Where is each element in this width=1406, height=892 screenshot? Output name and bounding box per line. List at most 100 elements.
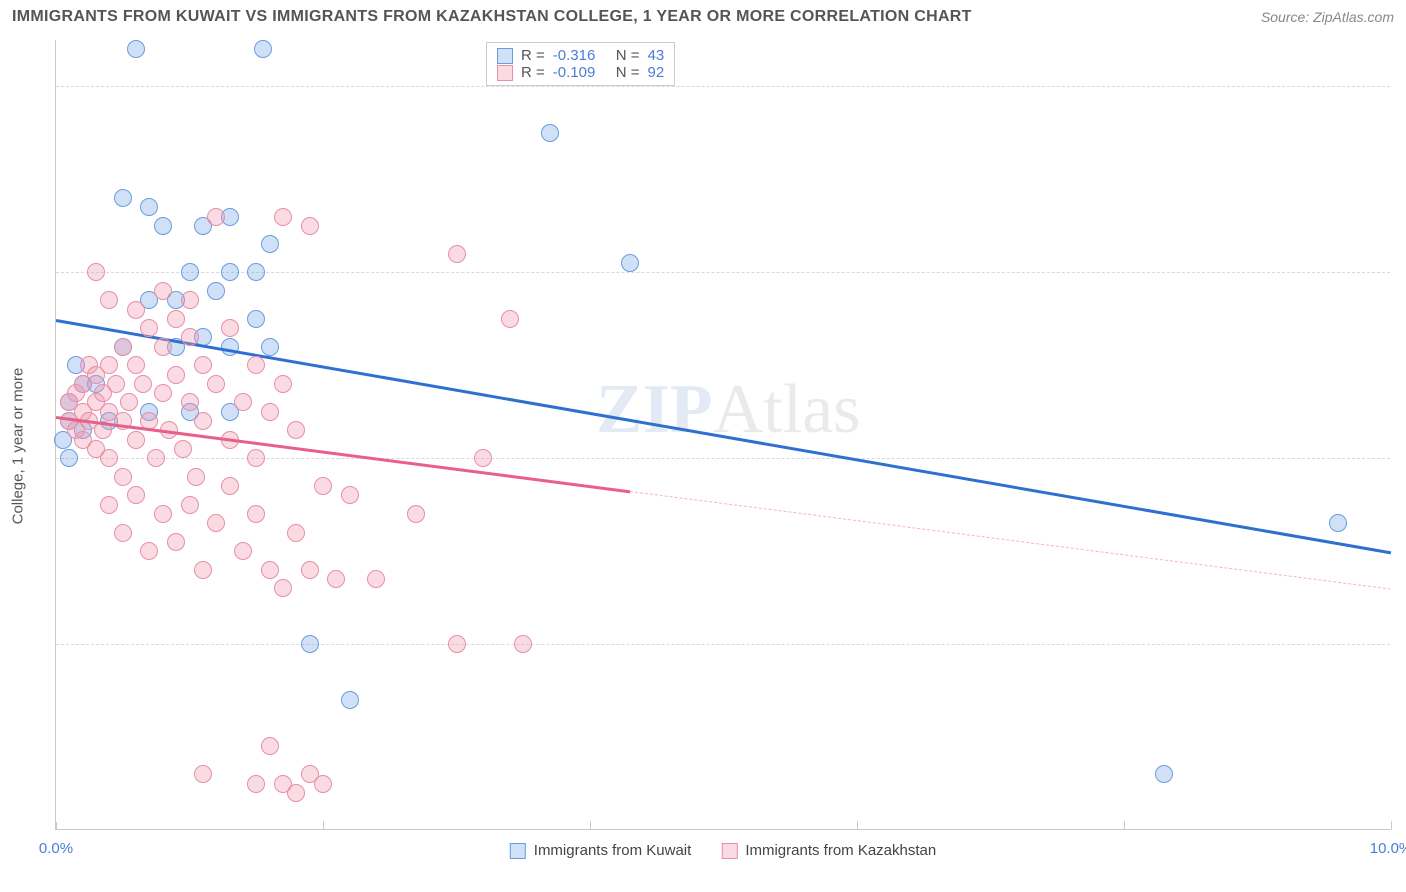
- data-point: [327, 570, 345, 588]
- xtick-mark: [56, 822, 57, 830]
- data-point: [274, 775, 292, 793]
- data-point: [154, 505, 172, 523]
- xtick-mark: [1124, 822, 1125, 830]
- gridline-h: [56, 644, 1390, 645]
- data-point: [474, 449, 492, 467]
- n-value: 92: [648, 64, 665, 81]
- data-point: [261, 338, 279, 356]
- r-value: -0.316: [553, 47, 608, 64]
- data-point: [221, 477, 239, 495]
- data-point: [448, 245, 466, 263]
- data-point: [247, 505, 265, 523]
- data-point: [100, 496, 118, 514]
- data-point: [107, 375, 125, 393]
- data-point: [501, 310, 519, 328]
- data-point: [181, 291, 199, 309]
- data-point: [287, 421, 305, 439]
- data-point: [274, 375, 292, 393]
- r-label: R =: [521, 47, 545, 64]
- data-point: [301, 561, 319, 579]
- data-point: [234, 542, 252, 560]
- data-point: [187, 468, 205, 486]
- data-point: [247, 356, 265, 374]
- series-legend: Immigrants from Kuwait Immigrants from Ka…: [510, 842, 936, 859]
- data-point: [194, 765, 212, 783]
- legend-swatch: [497, 48, 513, 64]
- data-point: [114, 189, 132, 207]
- data-point: [287, 524, 305, 542]
- data-point: [247, 449, 265, 467]
- data-point: [127, 301, 145, 319]
- data-point: [247, 263, 265, 281]
- data-point: [167, 366, 185, 384]
- data-point: [181, 496, 199, 514]
- data-point: [174, 440, 192, 458]
- data-point: [167, 533, 185, 551]
- data-point: [247, 775, 265, 793]
- data-point: [167, 310, 185, 328]
- y-axis-label: College, 1 year or more: [10, 368, 27, 525]
- trend-line: [56, 416, 630, 493]
- data-point: [367, 570, 385, 588]
- data-point: [1329, 514, 1347, 532]
- data-point: [254, 40, 272, 58]
- data-point: [154, 338, 172, 356]
- data-point: [514, 635, 532, 653]
- legend-row: R =-0.316N =43: [497, 47, 664, 64]
- data-point: [87, 263, 105, 281]
- n-value: 43: [648, 47, 665, 64]
- data-point: [274, 579, 292, 597]
- data-point: [140, 319, 158, 337]
- data-point: [114, 468, 132, 486]
- xtick-mark: [857, 822, 858, 830]
- data-point: [341, 486, 359, 504]
- data-point: [127, 431, 145, 449]
- data-point: [120, 393, 138, 411]
- data-point: [114, 338, 132, 356]
- legend-swatch: [497, 65, 513, 81]
- data-point: [234, 393, 252, 411]
- data-point: [134, 375, 152, 393]
- data-point: [274, 208, 292, 226]
- data-point: [154, 282, 172, 300]
- data-point: [140, 542, 158, 560]
- legend-row: R =-0.109N =92: [497, 64, 664, 81]
- data-point: [314, 775, 332, 793]
- data-point: [147, 449, 165, 467]
- data-point: [181, 328, 199, 346]
- legend-swatch: [721, 843, 737, 859]
- legend-item: Immigrants from Kuwait: [510, 842, 692, 859]
- correlation-legend: R =-0.316N =43R =-0.109N =92: [486, 42, 675, 86]
- legend-label: Immigrants from Kuwait: [534, 842, 692, 859]
- data-point: [194, 412, 212, 430]
- source-label: Source: ZipAtlas.com: [1261, 9, 1394, 25]
- data-point: [407, 505, 425, 523]
- data-point: [207, 208, 225, 226]
- data-point: [194, 356, 212, 374]
- data-point: [207, 282, 225, 300]
- data-point: [114, 524, 132, 542]
- data-point: [261, 235, 279, 253]
- data-point: [60, 449, 78, 467]
- xtick-mark: [590, 822, 591, 830]
- data-point: [207, 375, 225, 393]
- data-point: [1155, 765, 1173, 783]
- data-point: [541, 124, 559, 142]
- trend-line: [630, 491, 1391, 590]
- n-label: N =: [616, 64, 640, 81]
- data-point: [154, 217, 172, 235]
- data-point: [127, 40, 145, 58]
- legend-label: Immigrants from Kazakhstan: [745, 842, 936, 859]
- data-point: [181, 263, 199, 281]
- plot-area: ZIPAtlas 40.0%60.0%80.0%100.0%0.0%10.0%R…: [55, 40, 1390, 830]
- data-point: [127, 486, 145, 504]
- ytick-label: 80.0%: [1400, 264, 1406, 281]
- data-point: [181, 393, 199, 411]
- data-point: [448, 635, 466, 653]
- data-point: [221, 319, 239, 337]
- legend-swatch: [510, 843, 526, 859]
- data-point: [140, 198, 158, 216]
- data-point: [100, 449, 118, 467]
- xtick-label: 10.0%: [1370, 840, 1406, 857]
- data-point: [621, 254, 639, 272]
